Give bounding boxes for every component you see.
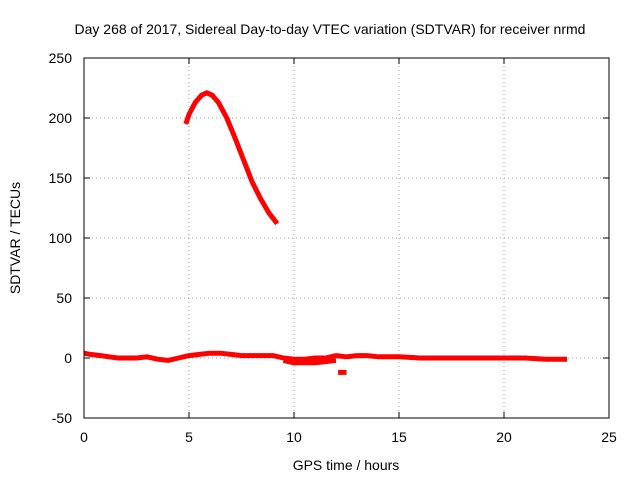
series-dip-9-12 xyxy=(282,357,337,366)
y-tick-label: 50 xyxy=(56,290,72,306)
y-tick-label: 100 xyxy=(49,230,73,246)
x-tick-label: 20 xyxy=(496,429,512,445)
plot-frame xyxy=(83,57,610,419)
x-tick-label: 15 xyxy=(391,429,407,445)
series-baseline xyxy=(83,350,567,363)
y-tick-label: -50 xyxy=(52,410,72,426)
x-tick-label: 0 xyxy=(80,429,88,445)
series-high-arc xyxy=(183,90,280,226)
ticks-layer: 0 5 10 15 20 25 -50 0 50 100 150 200 250 xyxy=(49,50,617,445)
y-tick-label: 250 xyxy=(49,50,73,66)
y-axis-label: SDTVAR / TECUs xyxy=(7,182,23,294)
grid-layer xyxy=(84,58,609,418)
x-tick-label: 5 xyxy=(185,429,193,445)
x-tick-label: 25 xyxy=(601,429,617,445)
series-layer xyxy=(83,90,567,375)
x-tick-label: 10 xyxy=(286,429,302,445)
x-axis-label: GPS time / hours xyxy=(293,457,400,473)
y-tick-label: 150 xyxy=(49,170,73,186)
y-tick-label: 200 xyxy=(49,110,73,126)
chart-title: Day 268 of 2017, Sidereal Day-to-day VTE… xyxy=(75,21,586,37)
y-tick-label: 0 xyxy=(64,350,72,366)
